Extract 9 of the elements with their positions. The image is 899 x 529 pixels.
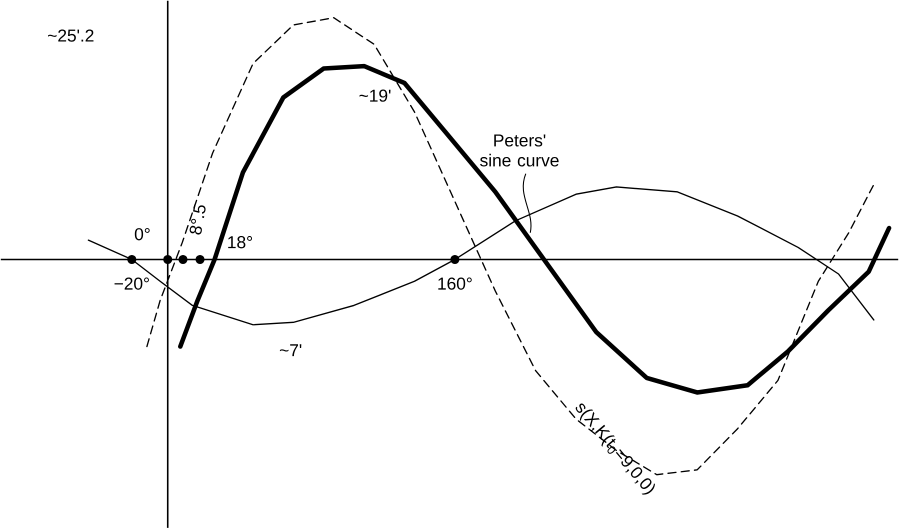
- annotation: 0°: [134, 228, 150, 240]
- annotation: 8°.5: [190, 204, 206, 235]
- x-tick-label: 160°: [438, 278, 472, 290]
- annotation: 18°: [228, 236, 252, 248]
- annotation: ~7': [280, 344, 302, 356]
- annotation: ~25'.2: [48, 30, 94, 42]
- annotation: ~19': [359, 90, 390, 102]
- x-tick-label: −20°: [114, 278, 149, 290]
- series-label: Peters' sine curve: [480, 134, 559, 167]
